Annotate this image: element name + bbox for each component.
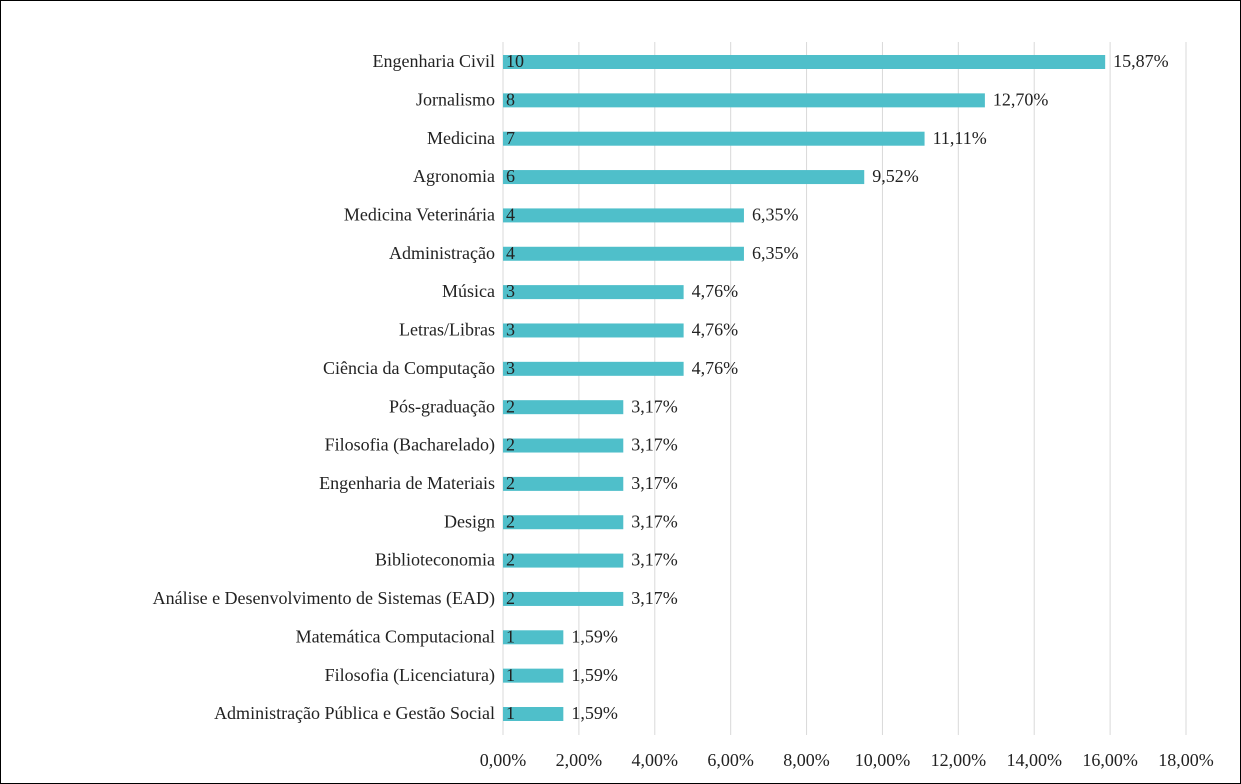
bar <box>503 170 865 185</box>
count-label: 2 <box>506 511 515 531</box>
x-tick-label: 16,00% <box>1082 750 1138 770</box>
value-label: 4,76% <box>692 281 739 301</box>
x-tick-label: 8,00% <box>783 750 830 770</box>
count-label: 6 <box>506 166 515 186</box>
count-label: 1 <box>506 703 515 723</box>
bar <box>503 400 624 415</box>
bar <box>503 438 624 453</box>
y-tick-label: Letras/Libras <box>399 320 495 340</box>
count-label: 10 <box>506 51 524 71</box>
y-tick-label: Biblioteconomia <box>375 550 495 570</box>
x-tick-label: 0,00% <box>480 750 527 770</box>
x-tick-label: 14,00% <box>1006 750 1062 770</box>
value-label: 3,17% <box>631 473 678 493</box>
value-label: 3,17% <box>631 396 678 416</box>
y-tick-label: Filosofia (Licenciatura) <box>325 665 495 686</box>
y-tick-label: Design <box>444 511 495 531</box>
bar <box>503 515 624 530</box>
value-label: 1,59% <box>571 703 618 723</box>
y-tick-label: Filosofia (Bacharelado) <box>325 435 495 456</box>
x-tick-label: 4,00% <box>632 750 679 770</box>
count-label: 2 <box>506 588 515 608</box>
bar <box>503 553 624 568</box>
count-label: 7 <box>506 128 515 148</box>
y-tick-label: Administração Pública e Gestão Social <box>214 703 495 723</box>
value-label: 11,11% <box>933 128 987 148</box>
bar <box>503 668 564 683</box>
y-tick-label: Administração <box>389 243 495 263</box>
value-label: 3,17% <box>631 588 678 608</box>
bar <box>503 93 985 108</box>
bar <box>503 630 564 645</box>
y-tick-label: Jornalismo <box>416 89 495 109</box>
value-label: 12,70% <box>993 89 1049 109</box>
count-label: 8 <box>506 89 515 109</box>
bar <box>503 208 744 223</box>
bar <box>503 476 624 491</box>
x-tick-label: 18,00% <box>1158 750 1214 770</box>
bar <box>503 707 564 721</box>
bar <box>503 361 684 376</box>
y-tick-label: Medicina <box>427 128 495 148</box>
x-tick-label: 2,00% <box>556 750 603 770</box>
bar <box>503 131 925 146</box>
count-label: 2 <box>506 550 515 570</box>
count-label: 4 <box>506 205 515 225</box>
value-label: 6,35% <box>752 243 799 263</box>
value-label: 9,52% <box>872 166 919 186</box>
count-label: 1 <box>506 626 515 646</box>
y-tick-label: Medicina Veterinária <box>344 205 495 225</box>
count-label: 2 <box>506 473 515 493</box>
count-label: 2 <box>506 435 515 455</box>
y-tick-label: Música <box>442 281 495 301</box>
x-tick-label: 10,00% <box>855 750 911 770</box>
count-label: 3 <box>506 320 515 340</box>
y-tick-label: Pós-graduação <box>389 396 495 416</box>
bar <box>503 246 744 261</box>
bar <box>503 323 684 338</box>
value-label: 3,17% <box>631 435 678 455</box>
y-tick-label: Ciência da Computação <box>323 358 495 378</box>
value-label: 3,17% <box>631 550 678 570</box>
count-label: 3 <box>506 358 515 378</box>
value-label: 1,59% <box>571 626 618 646</box>
count-label: 3 <box>506 281 515 301</box>
y-tick-label: Engenharia Civil <box>373 51 495 71</box>
count-label: 1 <box>506 665 515 685</box>
y-tick-label: Matemática Computacional <box>296 626 495 646</box>
value-label: 3,17% <box>631 511 678 531</box>
bar <box>503 591 624 606</box>
value-label: 15,87% <box>1113 51 1169 71</box>
y-tick-label: Agronomia <box>413 166 495 186</box>
x-tick-label: 12,00% <box>931 750 987 770</box>
count-label: 2 <box>506 396 515 416</box>
value-label: 4,76% <box>692 358 739 378</box>
y-tick-label: Análise e Desenvolvimento de Sistemas (E… <box>153 588 495 609</box>
y-tick-label: Engenharia de Materiais <box>319 473 495 493</box>
count-label: 4 <box>506 243 515 263</box>
value-label: 6,35% <box>752 205 799 225</box>
bar <box>503 55 1106 69</box>
value-label: 4,76% <box>692 320 739 340</box>
bar <box>503 285 684 300</box>
x-tick-label: 6,00% <box>707 750 754 770</box>
value-label: 1,59% <box>571 665 618 685</box>
